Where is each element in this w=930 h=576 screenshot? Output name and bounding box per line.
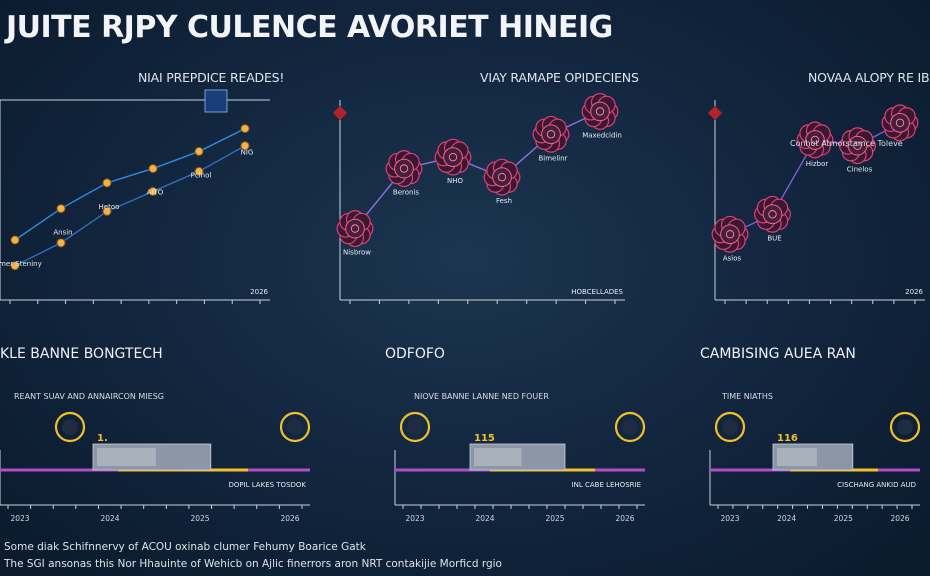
point-label: Hetoo bbox=[99, 203, 120, 211]
ring-icon-core bbox=[287, 419, 303, 435]
ring-icon-right bbox=[614, 411, 646, 443]
chart-1-label: NIAI PREPDICE READES! bbox=[138, 70, 285, 85]
point-label: Hizbor bbox=[806, 160, 829, 168]
chart-footer-label: 2026 bbox=[905, 288, 923, 296]
chart-6-bar-chart: 2023 2024 2025 2026 116 CISCHANG ANKID AUD bbox=[709, 411, 921, 523]
point-label: Cinelos bbox=[847, 166, 873, 174]
chart-3-label: NOVAA ALOPY RE IBEINE bbox=[808, 70, 930, 85]
data-point bbox=[881, 104, 919, 142]
point-label: Ansin bbox=[53, 229, 72, 237]
bar-footer-label: CISCHANG ANKID AUD bbox=[837, 481, 916, 489]
category-label: 2024 bbox=[475, 514, 494, 523]
bar-highlight bbox=[97, 448, 156, 466]
chart-1-line-chart: Clmer Steniny Ansin Hetoo AITO Pcinol NIG 2026 bbox=[0, 89, 270, 304]
data-point bbox=[194, 166, 204, 176]
ring-icon-core bbox=[62, 419, 78, 435]
data-point bbox=[434, 138, 472, 176]
data-point bbox=[148, 186, 158, 196]
point-label: Maxedcidin bbox=[582, 131, 622, 139]
category-label: 2023 bbox=[405, 514, 424, 523]
chart-5-sublabel: NIOVE BANNE LANNE NED FOUER bbox=[414, 392, 549, 401]
data-point bbox=[56, 238, 66, 248]
ring-icon-core bbox=[407, 419, 423, 435]
category-label: 2023 bbox=[10, 514, 29, 523]
data-point bbox=[194, 146, 204, 156]
point-label: Fesh bbox=[496, 197, 512, 205]
series-1-line bbox=[14, 127, 246, 241]
bar-value-label: 116 bbox=[777, 433, 798, 444]
data-point bbox=[483, 158, 521, 196]
point-label: AITO bbox=[147, 189, 164, 197]
point-label: Bimelinr bbox=[538, 154, 567, 162]
bar-value-label: 1. bbox=[97, 433, 108, 444]
bar-highlight bbox=[777, 448, 817, 466]
category-label: 2026 bbox=[615, 514, 634, 523]
ring-icon-core bbox=[897, 419, 913, 435]
point-label: Nisbrow bbox=[343, 249, 371, 257]
footer-line-2: The SGI ansonas this Nor Hhauinte of Weh… bbox=[4, 558, 502, 570]
data-point bbox=[532, 115, 570, 153]
chart-4-label: KLE BANNE BONGTECH bbox=[0, 346, 163, 362]
data-point bbox=[796, 121, 834, 159]
data-point bbox=[385, 150, 423, 188]
category-label: 2025 bbox=[834, 514, 853, 523]
bar-value-label: 115 bbox=[474, 433, 495, 444]
ring-icon-left bbox=[54, 411, 86, 443]
bar-footer-label: INL CABE LEHOSRIE bbox=[572, 481, 641, 489]
chart-2-label: VIAY RAMAPE OPIDECIENS bbox=[480, 70, 639, 85]
chart-4-sublabel: REANT SUAV AND ANNAIRCON MIESG bbox=[14, 392, 165, 401]
bar-highlight bbox=[474, 448, 522, 466]
ring-icon-core bbox=[622, 419, 638, 435]
category-label: 2024 bbox=[777, 514, 796, 523]
chart-6-sublabel: TIME NIATHS bbox=[722, 392, 773, 401]
chart-6-label: CAMBISING AUEA RAN bbox=[700, 346, 856, 362]
category-label: 2025 bbox=[545, 514, 564, 523]
category-label: 2025 bbox=[190, 514, 209, 523]
category-label: 2024 bbox=[100, 514, 119, 523]
ring-icon-core bbox=[722, 419, 738, 435]
data-point bbox=[10, 235, 20, 245]
data-point bbox=[240, 124, 250, 134]
axis-marker-icon bbox=[707, 105, 723, 121]
category-label: 2026 bbox=[890, 514, 909, 523]
chart-4-bar-chart: 2023 2024 2025 2026 1. DOPIL LAKES TOSDOK bbox=[0, 411, 311, 523]
series-2-line bbox=[14, 145, 246, 267]
chart-footer-label: 2026 bbox=[250, 288, 268, 296]
data-point bbox=[839, 127, 876, 165]
chart-3-annotation: Conhot Atmorstamce Toleve bbox=[790, 139, 903, 148]
point-label: BUE bbox=[767, 234, 781, 242]
point-label: Beronis bbox=[393, 189, 419, 197]
badge-icon bbox=[204, 89, 228, 113]
data-point bbox=[56, 204, 66, 214]
chart-5-label: ODFOFO bbox=[385, 346, 445, 362]
data-point bbox=[711, 215, 749, 253]
chart-footer-label: HOBCELLADES bbox=[571, 288, 623, 296]
data-point bbox=[102, 206, 112, 216]
data-point bbox=[336, 210, 374, 248]
data-point bbox=[10, 261, 20, 271]
data-point bbox=[102, 178, 112, 188]
axis-marker-icon bbox=[332, 105, 348, 121]
page-title: JUITE RJPY CULENCE AVORIET HINEIG bbox=[6, 10, 613, 45]
category-label: 2026 bbox=[280, 514, 299, 523]
point-label: NIG bbox=[241, 149, 254, 157]
category-label: 2023 bbox=[720, 514, 739, 523]
data-point bbox=[240, 141, 250, 151]
ring-icon-left bbox=[399, 411, 431, 443]
bar-footer-label: DOPIL LAKES TOSDOK bbox=[228, 481, 306, 489]
ring-icon-left bbox=[714, 411, 746, 443]
point-label: NHO bbox=[447, 177, 464, 185]
point-label: Clmer Steniny bbox=[0, 260, 42, 268]
point-label: Asios bbox=[723, 254, 742, 262]
data-point bbox=[148, 164, 158, 174]
point-label: Pcinol bbox=[191, 171, 212, 179]
footer-line-1: Some diak Schifnnervy of ACOU oxinab clu… bbox=[4, 541, 366, 553]
data-point bbox=[754, 195, 791, 233]
ring-icon-right bbox=[279, 411, 311, 443]
ring-icon-right bbox=[889, 411, 921, 443]
chart-3-line-chart: Asios BUE Hizbor Cinelos 2026 bbox=[707, 100, 925, 304]
chart-5-bar-chart: 2023 2024 2025 2026 115 INL CABE LEHOSRIE bbox=[394, 411, 646, 523]
data-point bbox=[581, 92, 619, 130]
chart-2-line-chart: Nisbrow Beronis NHO Fesh Bimelinr Maxedcidin H… bbox=[332, 92, 625, 304]
